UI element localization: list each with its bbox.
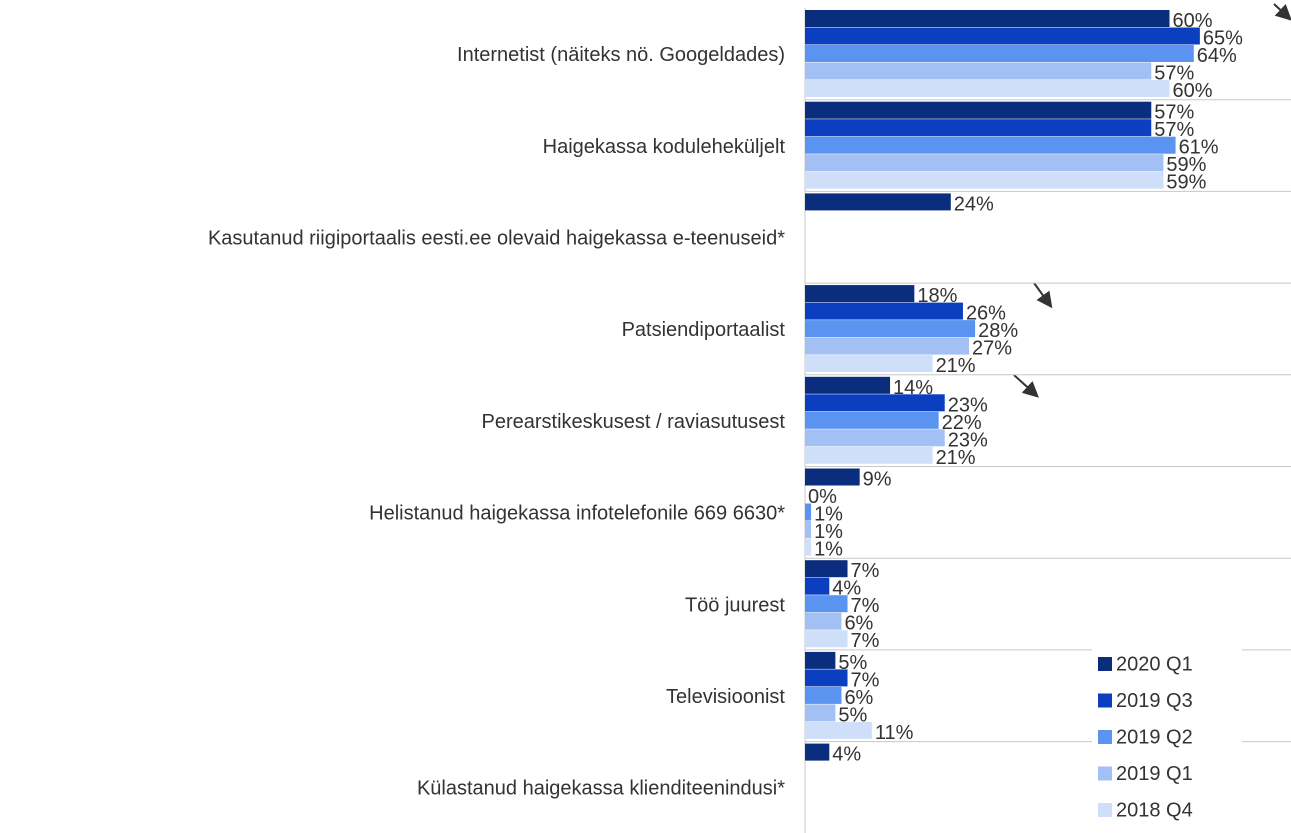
value-label: 5% [838, 704, 867, 726]
trend-arrow [1033, 282, 1053, 309]
value-label: 7% [851, 560, 880, 582]
bar [805, 80, 1170, 97]
value-label: 14% [893, 377, 933, 399]
legend-label: 2019 Q1 [1116, 763, 1193, 785]
category-label: Haigekassa koduleheküljelt [543, 136, 786, 158]
value-label: 6% [844, 613, 873, 635]
trend-arrow [1273, 3, 1291, 21]
value-label: 1% [814, 504, 843, 526]
bar [805, 743, 830, 761]
bar [805, 62, 1152, 80]
bar [805, 136, 1176, 154]
bar [805, 27, 1200, 45]
value-label: 26% [966, 303, 1006, 325]
bar [805, 446, 933, 464]
bar [805, 119, 1152, 137]
bar [805, 193, 951, 211]
value-label: 57% [1154, 102, 1194, 124]
bar [805, 651, 836, 669]
legend-swatch [1098, 657, 1112, 671]
bar [805, 154, 1164, 172]
value-label: 6% [844, 687, 873, 709]
bar [805, 171, 1164, 189]
category-label: Külastanud haigekassa klienditeenindusi* [417, 778, 785, 800]
bar [805, 101, 1152, 119]
value-label: 24% [954, 193, 994, 215]
bar [805, 721, 872, 739]
value-label: 23% [948, 429, 988, 451]
value-label: 61% [1179, 137, 1219, 159]
value-label: 57% [1154, 63, 1194, 85]
value-label: 1% [814, 521, 843, 543]
bar [805, 10, 1170, 27]
value-label: 21% [936, 355, 976, 377]
value-label: 4% [832, 578, 861, 600]
bar [805, 560, 848, 578]
value-label: 7% [851, 595, 880, 617]
value-label: 7% [851, 669, 880, 691]
legend: 2020 Q1 2019 Q3 2019 Q2 2019 Q1 2018 Q4 [1092, 644, 1242, 833]
category-label: Töö juurest [685, 594, 785, 616]
legend-label: 2019 Q3 [1116, 690, 1193, 712]
category-label: Televisioonist [666, 686, 785, 708]
bar [805, 394, 945, 412]
bar [805, 630, 848, 648]
category-label: Patsiendiportaalist [622, 319, 786, 341]
value-label: 22% [942, 412, 982, 434]
value-label: 0% [808, 486, 837, 508]
value-label: 65% [1203, 28, 1243, 50]
legend-background [1092, 644, 1242, 833]
value-label: 7% [851, 630, 880, 652]
bar [805, 429, 945, 447]
bar [805, 411, 939, 429]
value-label: 21% [936, 447, 976, 469]
bar [805, 595, 848, 613]
bar [805, 468, 860, 486]
bar [805, 376, 891, 394]
legend-swatch [1098, 693, 1112, 708]
category-label: Internetist (näiteks nö. Googeldades) [457, 44, 785, 66]
bar [805, 577, 830, 595]
legend-label: 2018 Q4 [1116, 799, 1193, 821]
legend-label: 2019 Q2 [1116, 726, 1193, 748]
value-label: 9% [863, 469, 892, 491]
value-label: 5% [838, 652, 867, 674]
bar [805, 503, 812, 521]
bar [805, 320, 976, 338]
value-label: 1% [814, 539, 843, 561]
bar [805, 612, 842, 630]
value-label: 64% [1197, 45, 1237, 67]
bar [805, 355, 933, 373]
legend-swatch [1098, 803, 1112, 817]
category-label: Helistanud haigekassa infotelefonile 669… [369, 503, 785, 525]
bar [805, 285, 915, 303]
value-label: 4% [832, 744, 861, 766]
category-label: Perearstikeskusest / raviasutusest [482, 411, 786, 433]
legend-swatch [1098, 766, 1112, 781]
category-label: Kasutanud riigiportaalis eesti.ee olevai… [208, 228, 785, 250]
bar [805, 521, 812, 538]
value-label: 18% [917, 285, 957, 307]
value-label: 59% [1166, 154, 1206, 176]
value-label: 57% [1154, 119, 1194, 141]
bar [805, 45, 1194, 62]
bar [805, 337, 970, 355]
value-label: 27% [972, 338, 1012, 360]
legend-label: 2020 Q1 [1116, 653, 1193, 675]
value-label: 28% [978, 320, 1018, 342]
trend-arrow [1013, 374, 1039, 398]
bar [805, 669, 848, 687]
value-label: 60% [1173, 80, 1213, 102]
value-label: 11% [875, 722, 914, 744]
value-label: 59% [1166, 172, 1206, 194]
bar [805, 686, 842, 704]
bar [805, 704, 836, 722]
legend-swatch [1098, 730, 1112, 744]
bar [805, 538, 812, 556]
bar [805, 302, 963, 320]
trend-arrows [1013, 3, 1291, 398]
value-label: 60% [1173, 10, 1213, 32]
value-label: 23% [948, 394, 988, 416]
